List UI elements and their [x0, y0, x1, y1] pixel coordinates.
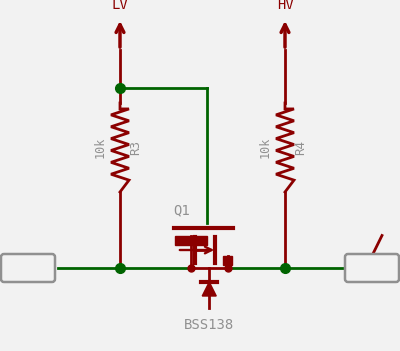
FancyBboxPatch shape — [345, 254, 399, 282]
Bar — [223, 256, 232, 265]
Text: R4: R4 — [294, 140, 308, 155]
Text: HV: HV — [277, 0, 293, 12]
Text: BSS138: BSS138 — [184, 318, 234, 332]
Bar — [175, 236, 207, 245]
Text: HV1: HV1 — [361, 261, 383, 274]
Polygon shape — [202, 282, 216, 296]
Text: R3: R3 — [130, 140, 142, 155]
Text: LV1: LV1 — [17, 261, 39, 274]
Text: LV: LV — [112, 0, 128, 12]
Text: Q1: Q1 — [174, 203, 190, 217]
Text: 10k: 10k — [258, 137, 272, 158]
FancyBboxPatch shape — [1, 254, 55, 282]
Text: 10k: 10k — [94, 137, 106, 158]
